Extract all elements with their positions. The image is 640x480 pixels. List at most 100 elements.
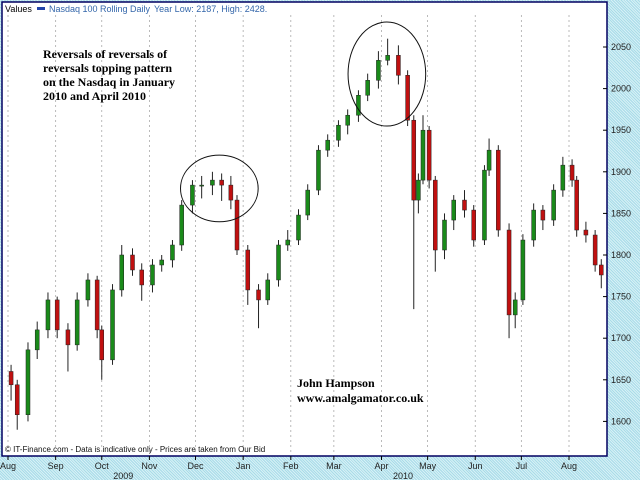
candle-body [442, 219, 447, 251]
candle-body [462, 199, 467, 211]
candle-body [569, 164, 575, 181]
candle-body [228, 184, 234, 201]
candle-body [190, 184, 195, 206]
candle-body [285, 239, 290, 246]
x-tick-label: Jan [236, 461, 251, 471]
highlight-circles [180, 21, 427, 223]
x-tick-label: Oct [95, 461, 110, 471]
candle-body [574, 179, 579, 231]
candle-body [345, 114, 350, 126]
candle-body [420, 129, 426, 181]
candles [8, 38, 604, 430]
candle-body [426, 129, 432, 181]
candle-body [336, 124, 341, 141]
annotation-line: 2010 and April 2010 [43, 89, 146, 103]
x-tick-label: Sep [48, 461, 64, 471]
candle-body [256, 289, 261, 301]
candle-body [599, 264, 604, 276]
x-tick-label: Dec [188, 461, 205, 471]
highlight-ellipse [347, 21, 427, 127]
candle-body [376, 60, 381, 81]
candle-body [531, 209, 536, 241]
legend-series-name: Nasdaq 100 Rolling Daily [49, 4, 151, 14]
candle-body [94, 279, 100, 331]
candle-body [110, 289, 115, 361]
y-tick-label: 1850 [611, 208, 631, 218]
x-tick-label: Jul [516, 461, 528, 471]
candle-body [512, 299, 518, 316]
candle-body [25, 349, 31, 415]
candle-body [74, 299, 80, 346]
candle-body [396, 55, 401, 76]
y-tick-label: 1650 [611, 375, 631, 385]
candle-body [170, 244, 175, 261]
candle-body [583, 229, 589, 236]
x-tick-label: May [419, 461, 437, 471]
x-tick-label: Nov [141, 461, 158, 471]
candle-body [496, 149, 501, 231]
plot-area [1, 1, 608, 457]
candle-body [405, 75, 410, 121]
x-axis: Aug Sep Oct Nov Dec Jan Feb Mar Apr May Jun Jul Aug 2… [0, 456, 577, 480]
candle-body [150, 264, 155, 286]
y-tick-label: 1800 [611, 250, 631, 260]
candle-body [482, 169, 487, 241]
candle-body [316, 149, 321, 191]
x-tick-label: Apr [374, 461, 388, 471]
candle-body [540, 209, 546, 221]
x-tick-label: Mar [326, 461, 342, 471]
candle-body [179, 204, 184, 246]
candle-body [234, 199, 240, 251]
header-label: Values [5, 4, 32, 14]
author-url: www.amalgamator.co.uk [297, 391, 424, 405]
y-axis: 1600 1650 1700 1750 1800 1850 1900 1950 2000 2050 [603, 42, 631, 426]
x-tick-label: Jun [468, 461, 483, 471]
candle-body [551, 189, 556, 221]
candle-body [85, 279, 91, 301]
author-name: John Hampson [297, 376, 375, 390]
annotation-line: on the Nasdaq in January [43, 75, 175, 89]
y-tick-label: 1700 [611, 333, 631, 343]
candle-body [416, 179, 421, 201]
candle-body [433, 179, 438, 251]
candle-body [139, 269, 144, 286]
highlight-ellipse [180, 154, 259, 223]
y-tick-label: 1950 [611, 125, 631, 135]
candle-body [130, 254, 135, 271]
candle-body [65, 329, 71, 346]
candle-body [8, 371, 14, 386]
y-tick-label: 2050 [611, 42, 631, 52]
candle-body [385, 55, 390, 61]
legend-swatch [37, 7, 45, 10]
candle-body [356, 95, 361, 116]
x-tick-label: Aug [561, 461, 577, 471]
annotation-line: Reversals of reversals of [43, 47, 168, 61]
candle-body [265, 279, 271, 301]
candle-body [471, 209, 476, 241]
annotation-author: John Hampson www.amalgamator.co.uk [297, 376, 424, 405]
candle-body [296, 214, 301, 241]
x-tick-label: Aug [0, 461, 16, 471]
footer-note: © IT-Finance.com - Data is indicative on… [5, 445, 265, 454]
candle-body [219, 179, 224, 186]
candle-body [159, 259, 164, 266]
y-tick-label: 1600 [611, 416, 631, 426]
candle-body [325, 139, 330, 151]
year-label: 2010 [393, 471, 413, 480]
candle-body [45, 299, 51, 331]
candle-body [592, 234, 598, 266]
legend-range-text: Year Low: 2187, High: 2428. [154, 4, 267, 14]
candle-body [210, 179, 215, 186]
candle-body [305, 189, 310, 216]
year-label: 2009 [113, 471, 133, 480]
header-bar [3, 3, 606, 15]
candle-body [365, 80, 370, 96]
y-tick-label: 2000 [611, 84, 631, 94]
candle-body [411, 119, 417, 201]
candle-body [520, 239, 526, 301]
candle-body [245, 249, 251, 291]
candle-body [560, 164, 566, 191]
candle-body [199, 184, 204, 187]
candle-body [506, 229, 512, 316]
